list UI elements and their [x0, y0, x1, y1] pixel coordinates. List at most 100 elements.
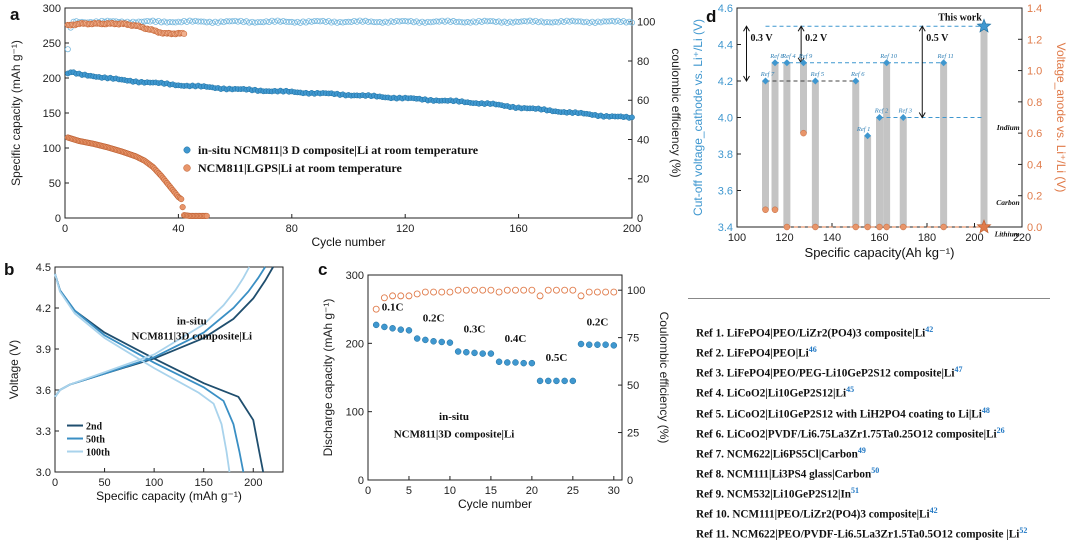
efficiency-point-composite — [470, 18, 477, 25]
capacity-point-lgps — [178, 196, 185, 203]
x-tick-label: 200 — [623, 223, 641, 235]
efficiency-point-composite — [481, 17, 488, 24]
y2-tick-label: 0.8 — [1027, 97, 1042, 109]
efficiency-point-composite — [359, 18, 366, 25]
efficiency-point-composite — [456, 18, 463, 25]
x-tick-label: 140 — [823, 232, 841, 244]
y2-axis-label: Voltage_anode vs. Li⁺/Li (V) — [1054, 43, 1068, 193]
efficiency-point — [544, 286, 552, 294]
efficiency-point-composite — [345, 18, 352, 25]
efficiency-point-composite — [427, 19, 434, 26]
y2-tick-label: 40 — [637, 134, 649, 146]
y-tick-label: 4.2 — [36, 303, 51, 315]
x-tick-label: 0 — [52, 477, 58, 489]
legend-label-2: 50th — [86, 435, 105, 446]
reference-citation: 52 — [1019, 526, 1028, 536]
reference-text: Ref 7. NCM622|Li6PS5Cl|Carbon — [696, 448, 858, 461]
efficiency-point-composite — [268, 17, 275, 24]
efficiency-point-composite — [254, 19, 261, 26]
y2-tick-label: 50 — [627, 380, 639, 392]
efficiency-point-composite — [305, 18, 312, 25]
y2-tick-label: 20 — [637, 174, 649, 186]
efficiency-point-composite — [226, 18, 233, 25]
efficiency-point-composite — [549, 19, 556, 26]
efficiency-point-composite — [399, 18, 406, 25]
ref-tag: Ref 8 — [769, 53, 784, 60]
efficiency-point — [536, 292, 544, 300]
efficiency-point-composite — [464, 19, 471, 26]
efficiency-point-composite — [215, 19, 222, 26]
capacity-point — [577, 340, 585, 348]
efficiency-point-composite — [509, 19, 516, 26]
efficiency-point-composite — [433, 18, 440, 25]
efficiency-point-composite — [232, 17, 239, 24]
y2-tick-label: 1.0 — [1027, 66, 1042, 78]
efficiency-point-composite — [546, 19, 553, 26]
efficiency-point-composite — [365, 18, 372, 25]
efficiency-point — [430, 288, 437, 296]
efficiency-point — [446, 288, 454, 296]
efficiency-point — [602, 288, 610, 296]
efficiency-point-composite — [192, 17, 199, 24]
anode-point — [762, 206, 769, 213]
efficiency-point-composite — [376, 19, 383, 26]
anode-label-carbon: Carbon — [996, 198, 1019, 207]
efficiency-point-composite — [600, 18, 607, 25]
efficiency-point-composite — [325, 18, 332, 25]
efficiency-point-composite — [283, 18, 290, 25]
efficiency-point-composite — [368, 18, 375, 25]
voltage-window-bar — [811, 81, 819, 227]
x-tick-label: 10 — [444, 485, 456, 497]
legend-label-3: 100th — [86, 448, 110, 459]
ref-tag: Ref 5 — [810, 71, 825, 78]
efficiency-point — [569, 286, 577, 294]
y2-tick-label: 0 — [627, 475, 633, 487]
ref-tag: Ref 2 — [874, 108, 889, 115]
discharge-curve-3 — [54, 273, 231, 473]
reference-item: Ref 1. LiFePO4|PEO/LiZr2(PO4)3 composite… — [696, 322, 1076, 342]
capacity-point — [413, 335, 421, 342]
y-tick-label: 4.2 — [718, 76, 733, 88]
x-axis-label: Specific capacity(Ah kg⁻¹) — [805, 245, 955, 260]
y2-tick-label: 1.2 — [1027, 34, 1042, 46]
y2-tick-label: 0.6 — [1027, 128, 1042, 140]
efficiency-point-composite — [422, 19, 429, 26]
efficiency-point-composite — [436, 18, 443, 25]
efficiency-point-composite — [385, 19, 392, 26]
ref-tag: Ref 6 — [850, 71, 865, 78]
capacity-point — [569, 377, 577, 385]
legend-label-composite: in-situ NCM811|3 D composite|Li at room … — [198, 143, 479, 157]
capacity-point — [438, 338, 445, 346]
chart-panel-b: b 0 50 100 150 200 3.0 3.3 3.6 3.9 4.2 4.5 Specific … — [4, 260, 284, 503]
capacity-point — [512, 359, 519, 366]
efficiency-point-composite — [354, 18, 361, 25]
x-axis-label: Cycle number — [458, 497, 532, 511]
efficiency-point-composite — [217, 18, 224, 25]
efficiency-point-composite — [291, 19, 298, 26]
efficiency-point-composite — [322, 18, 329, 25]
efficiency-point-composite — [490, 18, 497, 25]
efficiency-point-composite — [274, 17, 281, 24]
efficiency-point — [405, 292, 413, 300]
capacity-point — [471, 349, 478, 357]
efficiency-point — [585, 288, 593, 296]
capacity-point-composite — [629, 114, 635, 121]
this-work-label: This work — [938, 12, 982, 23]
efficiency-point-composite — [629, 19, 636, 26]
chart-panel-a: a0 40 80 120 160 2000501001502002503000204060… — [9, 3, 683, 249]
efficiency-point-composite — [308, 18, 315, 25]
y2-tick-label: 1.4 — [1027, 3, 1042, 15]
efficiency-point-composite — [175, 18, 182, 25]
efficiency-point-composite — [161, 18, 168, 25]
efficiency-point-composite — [450, 18, 457, 25]
efficiency-point-composite — [592, 19, 599, 26]
efficiency-point-composite — [495, 18, 502, 25]
efficiency-point-composite — [396, 18, 403, 25]
reference-text: Ref 3. LiFePO4|PEO/PEG-Li10GeP2S12 compo… — [696, 368, 955, 381]
efficiency-point — [561, 286, 569, 294]
efficiency-point-composite — [181, 18, 188, 25]
efficiency-point-composite — [617, 19, 624, 26]
efficiency-point-composite — [569, 17, 576, 24]
efficiency-point-composite — [64, 46, 71, 53]
reference-item: Ref 2. LiFePO4|PEO|Li46 — [696, 342, 1076, 362]
